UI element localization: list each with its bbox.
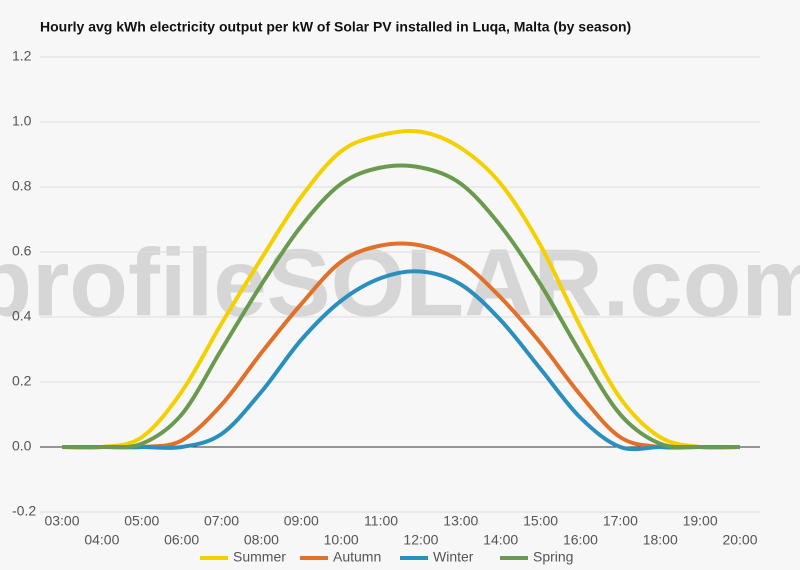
x-tick-label: 10:00 [324, 532, 359, 548]
x-tick-label: 03:00 [44, 513, 79, 529]
x-tick-label: 16:00 [563, 532, 598, 548]
legend-label: Spring [533, 549, 573, 565]
y-tick-label: 1.0 [12, 113, 32, 129]
legend-label: Winter [433, 549, 474, 565]
y-tick-label: 0.4 [12, 308, 32, 324]
legend-label: Summer [233, 549, 286, 565]
x-tick-label: 12:00 [403, 532, 438, 548]
y-tick-label: 1.2 [12, 48, 32, 64]
x-tick-label: 05:00 [124, 513, 159, 529]
chart-title: Hourly avg kWh electricity output per kW… [40, 19, 631, 35]
series-line [62, 269, 740, 452]
x-tick-label: 20:00 [722, 532, 757, 548]
x-tick-label: 11:00 [364, 513, 398, 529]
legend-label: Autumn [333, 549, 381, 565]
y-tick-label: 0.6 [12, 243, 32, 259]
x-tick-label: 09:00 [284, 513, 319, 529]
y-tick-label: 0.0 [12, 438, 32, 454]
series-line [62, 241, 740, 450]
x-tick-label: 15:00 [523, 513, 558, 529]
y-tick-label: 0.2 [12, 373, 32, 389]
watermark: profileSOLAR.com [0, 229, 800, 336]
x-tick-label: 07:00 [204, 513, 239, 529]
x-tick-label: 19:00 [683, 513, 718, 529]
y-tick-label: 0.8 [12, 178, 32, 194]
y-tick-label: -0.2 [12, 503, 36, 519]
x-tick-label: 08:00 [244, 532, 279, 548]
x-tick-label: 13:00 [443, 513, 478, 529]
series-line [61, 128, 741, 450]
x-tick-label: 14:00 [483, 532, 518, 548]
x-tick-label: 06:00 [164, 532, 199, 548]
x-tick-label: 17:00 [603, 513, 638, 529]
x-tick-label: 04:00 [84, 532, 119, 548]
series-line [61, 163, 741, 450]
x-tick-label: 18:00 [643, 532, 678, 548]
